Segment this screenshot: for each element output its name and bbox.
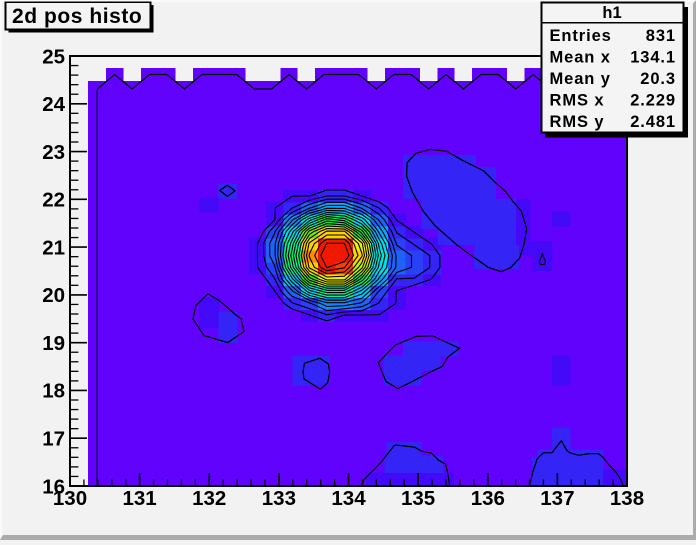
svg-text:21: 21 [42, 236, 65, 259]
svg-text:23: 23 [42, 141, 65, 164]
svg-text:17: 17 [42, 428, 65, 451]
svg-text:130: 130 [53, 487, 87, 510]
svg-text:20.3: 20.3 [640, 70, 676, 88]
svg-text:Entries: Entries [550, 27, 612, 45]
svg-text:137: 137 [540, 487, 574, 510]
svg-text:2d pos histo: 2d pos histo [12, 5, 142, 28]
svg-text:131: 131 [122, 487, 156, 510]
svg-text:h1: h1 [602, 4, 621, 22]
svg-text:Mean y: Mean y [550, 70, 611, 88]
svg-text:19: 19 [42, 332, 65, 355]
svg-text:133: 133 [262, 487, 296, 510]
svg-text:138: 138 [610, 487, 644, 510]
svg-text:134: 134 [331, 487, 366, 510]
svg-text:RMS x: RMS x [550, 92, 605, 110]
svg-text:RMS y: RMS y [550, 113, 605, 131]
svg-text:136: 136 [471, 487, 505, 510]
svg-text:2.481: 2.481 [630, 113, 676, 131]
svg-text:135: 135 [401, 487, 435, 510]
svg-text:25: 25 [42, 45, 65, 68]
svg-text:2.229: 2.229 [630, 92, 676, 110]
svg-text:132: 132 [192, 487, 226, 510]
svg-text:831: 831 [646, 27, 676, 45]
svg-text:134.1: 134.1 [630, 49, 676, 67]
svg-text:24: 24 [42, 93, 65, 116]
svg-text:20: 20 [42, 284, 65, 307]
svg-text:16: 16 [42, 475, 65, 498]
svg-text:18: 18 [42, 380, 65, 403]
svg-text:22: 22 [42, 189, 65, 212]
svg-text:Mean x: Mean x [550, 49, 611, 67]
